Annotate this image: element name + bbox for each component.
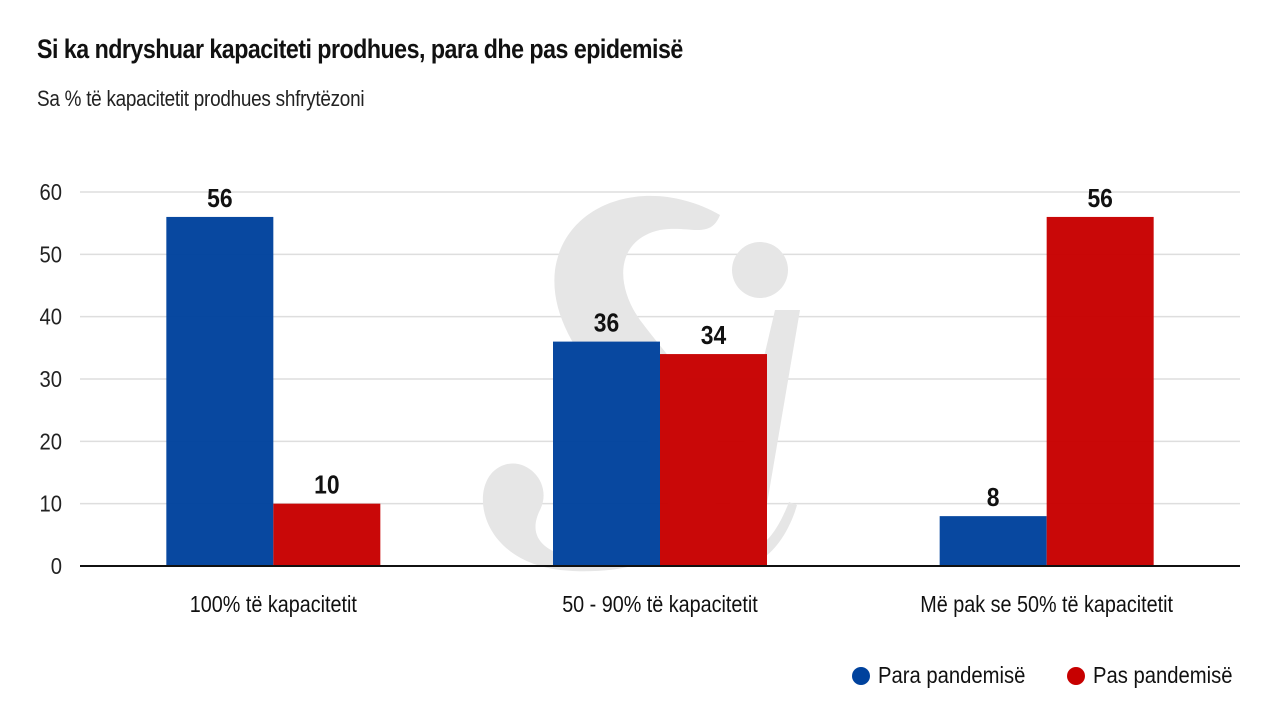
y-tick-label: 50	[39, 241, 62, 268]
bar-para	[166, 216, 274, 566]
x-axis-labels: 100% të kapacitetit 50 - 90% të kapacitet…	[190, 592, 1173, 618]
legend-label: Pas pandemisë	[1093, 662, 1233, 688]
bars: 56 10 36 34 8 56	[166, 185, 1154, 566]
legend: Para pandemisë Pas pandemisë	[851, 662, 1238, 689]
x-tick-label: 100% të kapacitetit	[190, 592, 357, 618]
bar-pas	[660, 354, 767, 566]
y-tick-label: 30	[39, 366, 62, 393]
y-tick-label: 60	[39, 179, 62, 206]
y-tick-label: 0	[51, 553, 62, 580]
y-tick-label: 20	[39, 428, 62, 455]
data-label: 36	[594, 309, 619, 338]
data-label: 8	[987, 484, 1000, 513]
bar-pas	[273, 503, 381, 566]
x-tick-label: Më pak se 50% të kapacitetit	[920, 592, 1173, 618]
y-axis-ticks: 0 10 20 30 40 50 60	[39, 179, 62, 580]
chart-subtitle: Sa % të kapacitetit prodhues shfrytëzoni	[37, 86, 365, 111]
chart-title: Si ka ndryshuar kapaciteti prodhues, par…	[37, 34, 683, 64]
bar-para	[939, 516, 1047, 566]
y-tick-label: 10	[39, 490, 62, 517]
legend-dot-blue-icon	[851, 666, 870, 685]
legend-item-pas: Pas pandemisë	[1067, 662, 1238, 689]
data-label: 10	[314, 471, 339, 500]
bar-pas	[1046, 216, 1154, 566]
x-tick-label: 50 - 90% të kapacitetit	[562, 592, 758, 618]
y-tick-label: 40	[39, 303, 62, 330]
data-label: 56	[207, 185, 232, 214]
data-label: 34	[701, 322, 727, 351]
legend-item-para: Para pandemisë	[851, 662, 1032, 689]
data-label: 56	[1087, 185, 1112, 214]
legend-dot-red-icon	[1067, 666, 1086, 685]
bar-para	[553, 341, 660, 566]
legend-label: Para pandemisë	[877, 662, 1026, 688]
